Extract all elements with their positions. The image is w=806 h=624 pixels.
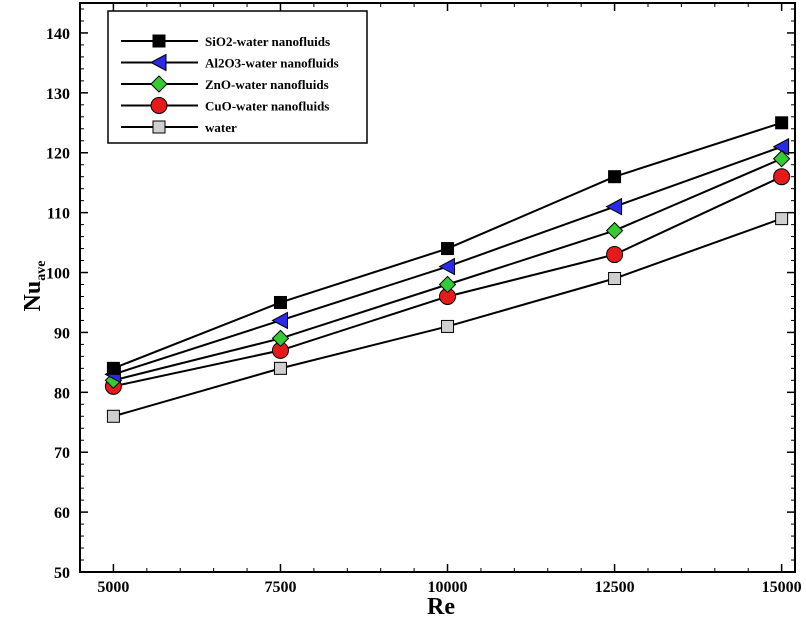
y-tick-label: 130 (46, 86, 70, 103)
legend-label: CuO-water nanofluids (205, 99, 329, 114)
data-point (775, 116, 789, 130)
data-point (271, 329, 290, 348)
data-point (608, 170, 622, 184)
y-tick-label: 80 (54, 385, 70, 402)
plot-frame (79, 2, 796, 573)
legend-marker (150, 75, 168, 93)
y-axis-title: Nuave (20, 261, 49, 312)
x-tick-label: 5000 (97, 579, 129, 596)
data-point (772, 150, 791, 168)
legend-label: ZnO-water nanofluids (205, 77, 329, 92)
data-point (608, 272, 622, 286)
y-tick-label: 110 (47, 206, 70, 223)
legend-marker (152, 34, 166, 48)
legend-label: SiO2-water nanofluids (205, 34, 330, 49)
data-point (106, 409, 120, 423)
data-point (772, 137, 790, 156)
data-point (773, 168, 791, 186)
data-point (606, 246, 624, 264)
data-point (438, 275, 457, 294)
y-tick-label: 70 (54, 445, 70, 462)
data-point (271, 311, 288, 330)
legend-label: water (205, 120, 237, 135)
series-line (113, 145, 782, 376)
x-axis-title: Re (427, 594, 455, 619)
y-tick-label: 140 (46, 26, 70, 43)
y-tick-label: 100 (46, 266, 70, 283)
data-point (273, 361, 287, 375)
data-point (605, 197, 623, 216)
y-axis-title-main: Nu (20, 281, 46, 312)
x-tick-label: 7500 (264, 579, 296, 596)
data-point (775, 212, 789, 226)
legend-marker (150, 97, 168, 114)
y-tick-label: 60 (54, 505, 70, 522)
y-tick-label: 90 (54, 325, 70, 342)
data-point (441, 319, 455, 333)
series-zno-water-nanofluids (104, 150, 791, 390)
legend-label: Al2O3-water nanofluids (205, 56, 339, 71)
y-tick-label: 50 (54, 565, 70, 582)
legend: SiO2-water nanofluids Al2O3-water nanoflu… (107, 10, 368, 144)
series-water (106, 212, 789, 423)
series-al2o3-water-nanofluids (104, 137, 790, 384)
series-layer (104, 116, 791, 423)
data-point (438, 257, 456, 276)
svg-text:Nuave: Nuave (20, 261, 49, 312)
x-tick-label: 15000 (762, 579, 802, 596)
data-point (605, 221, 624, 240)
x-tick-label: 12500 (595, 579, 635, 596)
data-point (106, 361, 120, 375)
data-point (273, 295, 287, 309)
legend-marker (149, 53, 167, 72)
x-tick-label: 10000 (428, 579, 468, 596)
y-axis-title-subscript: ave (34, 261, 49, 281)
y-tick-label: 120 (46, 146, 70, 163)
legend-marker (152, 120, 166, 134)
legend-box (107, 10, 368, 144)
series-sio2-water-nanofluids (106, 116, 789, 375)
plot-area: 5000 7500 10000 12500 15000 50 60 70 80 90 100 110 1… (46, 2, 802, 596)
data-point (441, 242, 455, 256)
